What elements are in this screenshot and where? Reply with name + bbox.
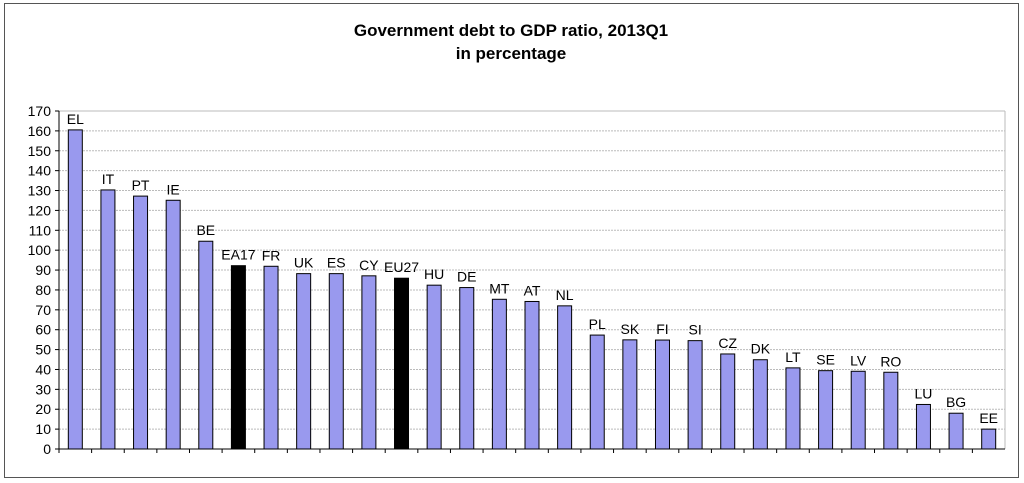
y-tick-label: 60 bbox=[35, 322, 51, 338]
bar-se bbox=[818, 370, 834, 450]
bar-dk bbox=[752, 359, 768, 450]
bar-bg bbox=[948, 412, 964, 450]
bar-labels: EL IT PT IE BE EA17 FR UK ES CY EU27 HU DE MT AT NL PL SK… bbox=[67, 111, 998, 426]
bar-label-cy: CY bbox=[359, 257, 379, 273]
bar-label-es: ES bbox=[327, 255, 346, 271]
y-tick-label: 90 bbox=[35, 262, 51, 278]
y-tick-label: 20 bbox=[35, 401, 51, 417]
y-tick-label: 130 bbox=[28, 183, 52, 199]
y-tick-label: 170 bbox=[28, 103, 52, 119]
bar-label-ea17: EA17 bbox=[221, 247, 255, 263]
y-tick-label: 10 bbox=[35, 421, 51, 437]
axes: 0 10 20 30 40 50 60 70 80 90 100 110 120 130 140 150 160… bbox=[28, 103, 1005, 457]
bar-label-mt: MT bbox=[489, 280, 510, 296]
bar-label-se: SE bbox=[816, 352, 835, 368]
y-tick-label: 100 bbox=[28, 242, 52, 258]
bar-label-si: SI bbox=[688, 322, 701, 338]
y-tick-label: 50 bbox=[35, 342, 51, 358]
bar-hu bbox=[426, 284, 442, 450]
bar-cy bbox=[361, 275, 377, 450]
bar-label-at: AT bbox=[524, 282, 541, 298]
y-tick-label: 70 bbox=[35, 302, 51, 318]
bar-label-lt: LT bbox=[785, 349, 801, 365]
bar-uk bbox=[296, 273, 312, 450]
y-tick-label: 160 bbox=[28, 123, 52, 139]
bar-nl bbox=[557, 305, 573, 450]
bar-label-ee: EE bbox=[979, 410, 998, 426]
bar-label-lu: LU bbox=[914, 385, 932, 401]
y-tick-label: 150 bbox=[28, 143, 52, 159]
y-tick-label: 120 bbox=[28, 202, 52, 218]
y-tick-label: 110 bbox=[29, 222, 52, 238]
bar-label-uk: UK bbox=[294, 255, 314, 271]
bar-es bbox=[328, 273, 344, 450]
bar-ie bbox=[165, 199, 181, 450]
bar-label-fr: FR bbox=[262, 247, 281, 263]
bar-label-cz: CZ bbox=[718, 335, 737, 351]
chart-title: Government debt to GDP ratio, 2013Q1 bbox=[354, 21, 668, 40]
bar-si bbox=[687, 340, 703, 450]
bar-el bbox=[67, 129, 83, 450]
bar-eu27 bbox=[394, 277, 410, 450]
bar-lu bbox=[915, 403, 931, 450]
bar-pl bbox=[589, 334, 605, 450]
bar-label-pl: PL bbox=[589, 316, 606, 332]
bar-label-dk: DK bbox=[751, 341, 771, 357]
y-tick-label: 80 bbox=[35, 282, 51, 298]
bar-label-eu27: EU27 bbox=[384, 259, 419, 275]
bar-fr bbox=[263, 265, 279, 450]
bar-label-pt: PT bbox=[132, 177, 150, 193]
bar-label-hu: HU bbox=[424, 266, 444, 282]
chart-frame: Government debt to GDP ratio, 2013Q1 in … bbox=[4, 3, 1019, 478]
bar-de bbox=[459, 287, 475, 450]
bar-mt bbox=[491, 298, 507, 450]
bar-label-sk: SK bbox=[621, 321, 640, 337]
bar-cz bbox=[720, 353, 736, 450]
bar-lv bbox=[850, 370, 866, 450]
bar-label-fi: FI bbox=[656, 321, 668, 337]
bar-label-ro: RO bbox=[880, 353, 901, 369]
chart-subtitle: in percentage bbox=[456, 44, 567, 63]
bar-label-nl: NL bbox=[556, 287, 574, 303]
bars bbox=[67, 129, 997, 450]
y-tick-label: 40 bbox=[35, 361, 51, 377]
bar-be bbox=[198, 240, 214, 450]
bar-pt bbox=[133, 195, 149, 450]
bar-label-el: EL bbox=[67, 111, 84, 127]
y-tick-label: 0 bbox=[43, 441, 51, 457]
bar-chart: Government debt to GDP ratio, 2013Q1 in … bbox=[28, 21, 1006, 457]
bar-label-ie: IE bbox=[167, 181, 180, 197]
bar-label-it: IT bbox=[102, 171, 115, 187]
bar-label-bg: BG bbox=[946, 394, 966, 410]
bar-ro bbox=[883, 371, 899, 450]
bar-label-lv: LV bbox=[850, 352, 867, 368]
y-tick-label: 30 bbox=[35, 381, 51, 397]
bar-label-de: DE bbox=[457, 269, 476, 285]
bar-lt bbox=[785, 367, 801, 450]
bar-fi bbox=[654, 339, 670, 450]
bar-ea17 bbox=[230, 265, 246, 450]
bar-it bbox=[100, 189, 116, 450]
y-tick-label: 140 bbox=[28, 163, 52, 179]
bar-sk bbox=[622, 339, 638, 450]
bar-label-be: BE bbox=[196, 222, 215, 238]
bar-at bbox=[524, 300, 540, 450]
bar-ee bbox=[981, 428, 997, 450]
